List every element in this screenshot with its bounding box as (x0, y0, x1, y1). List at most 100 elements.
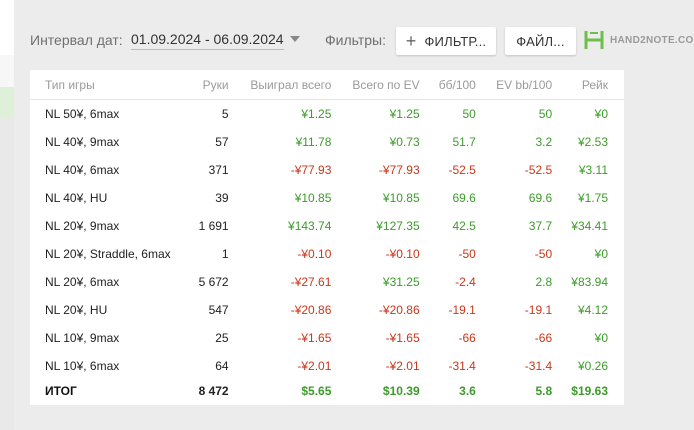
cell-rake: ¥0.26 (577, 359, 608, 373)
file-button[interactable]: ФАЙЛ... (505, 27, 576, 55)
cell-ev: ¥31.25 (382, 275, 420, 289)
cell-ev: -¥20.86 (378, 303, 420, 317)
cell-won: ¥143.74 (288, 219, 332, 233)
hand2note-logo: HAND2NOTE.COM (584, 29, 694, 51)
cell-hands: 57 (215, 135, 229, 149)
filter-button[interactable]: + ФИЛЬТР... (396, 27, 496, 55)
cell-hands: 1 (221, 247, 229, 261)
total-won: $5.65 (301, 384, 332, 398)
cell-rake: ¥34.41 (571, 219, 608, 233)
cell-game-type: NL 20¥, 6max (45, 275, 120, 289)
total-hands: 8 472 (198, 384, 229, 398)
table-row[interactable]: NL 40¥, HU 39 ¥10.85 ¥10.85 69.6 69.6 ¥1.75 (30, 184, 624, 212)
cell-bb100: 42.5 (452, 219, 476, 233)
cell-won: ¥1.25 (301, 107, 332, 121)
date-interval-label: Интервал дат: (30, 32, 123, 48)
cell-ev: ¥1.25 (389, 107, 420, 121)
cell-ev: ¥10.85 (382, 191, 420, 205)
background-strip (0, 55, 14, 430)
table-row[interactable]: NL 20¥, 9max 1 691 ¥143.74 ¥127.35 42.5 37.7 ¥… (30, 212, 624, 240)
total-rake: $19.63 (571, 384, 608, 398)
cell-hands: 39 (215, 191, 229, 205)
cell-ev: ¥0.73 (389, 135, 420, 149)
stats-table-card: Тип игры Руки Выиграл всего Всего по EV … (30, 70, 624, 405)
cell-bb100: -2.4 (455, 275, 476, 289)
cell-game-type: NL 40¥, HU (45, 191, 108, 205)
total-bb100: 3.6 (459, 384, 476, 398)
cell-ev-bb100: 37.7 (528, 219, 553, 233)
table-row[interactable]: NL 20¥, HU 547 -¥20.86 -¥20.86 -19.1 -19.1 ¥4.… (30, 296, 624, 324)
column-header-ev-bb100[interactable]: EV bb/100 (491, 70, 569, 100)
cell-bb100: 69.6 (452, 191, 476, 205)
column-header-bb100[interactable]: бб/100 (435, 70, 492, 100)
file-button-label: ФАЙЛ... (516, 33, 565, 49)
table-row[interactable]: NL 20¥, Straddle, 6max 1 -¥0.10 -¥0.10 -50 -5… (30, 240, 624, 268)
table-row[interactable]: NL 40¥, 6max 371 -¥77.93 -¥77.93 -52.5 -52.5 ¥… (30, 156, 624, 184)
cell-rake: ¥3.11 (578, 163, 608, 177)
cell-hands: 1 691 (198, 219, 229, 233)
cell-rake: ¥83.94 (571, 275, 608, 289)
total-label: ИТОГ (45, 384, 77, 398)
cell-rake: ¥0 (594, 247, 608, 261)
cell-bb100: -31.4 (448, 359, 476, 373)
column-header-rake[interactable]: Рейк (568, 70, 624, 100)
cell-ev-bb100: 50 (538, 107, 553, 121)
table-row[interactable]: NL 10¥, 9max 25 -¥1.65 -¥1.65 -66 -66 ¥0 (30, 324, 624, 352)
cell-game-type: NL 10¥, 9max (45, 331, 120, 345)
cell-game-type: NL 50¥, 6max (45, 107, 120, 121)
cell-hands: 64 (215, 359, 229, 373)
cell-hands: 5 (221, 107, 229, 121)
cell-game-type: NL 20¥, HU (45, 303, 108, 317)
cell-ev-bb100: 2.8 (535, 275, 553, 289)
filter-button-label: ФИЛЬТР... (424, 33, 487, 49)
cell-won: ¥10.85 (294, 191, 332, 205)
toolbar: Интервал дат: 01.09.2024 - 06.09.2024 Фи… (14, 14, 694, 66)
cell-ev-bb100: 3.2 (535, 135, 553, 149)
total-ev: $10.39 (382, 384, 420, 398)
background-strip-light (0, 55, 14, 87)
cell-ev: -¥1.65 (385, 331, 420, 345)
cell-game-type: NL 10¥, 6max (45, 359, 120, 373)
cell-won: -¥77.93 (290, 163, 332, 177)
table-row[interactable]: NL 10¥, 6max 64 -¥2.01 -¥2.01 -31.4 -31.4 ¥0.2… (30, 352, 624, 380)
cell-ev: -¥0.10 (385, 247, 420, 261)
cell-bb100: -66 (458, 331, 476, 345)
column-header-hands[interactable]: Руки (195, 70, 245, 100)
cell-ev-bb100: -66 (534, 331, 553, 345)
filters-label: Фильтры: (325, 32, 386, 48)
column-header-won-total[interactable]: Выиграл всего (244, 70, 348, 100)
cell-won: -¥27.61 (290, 275, 332, 289)
cell-ev-bb100: -50 (534, 247, 553, 261)
table-row[interactable]: NL 40¥, 9max 57 ¥11.78 ¥0.73 51.7 3.2 ¥2.53 (30, 128, 624, 156)
cell-ev: -¥2.01 (385, 359, 420, 373)
cell-game-type: NL 40¥, 6max (45, 163, 120, 177)
cell-won: -¥1.65 (297, 331, 332, 345)
table-row[interactable]: NL 50¥, 6max 5 ¥1.25 ¥1.25 50 50 ¥0 (30, 100, 624, 129)
cell-won: -¥2.01 (297, 359, 332, 373)
cell-rake: ¥0 (594, 331, 608, 345)
total-ev-bb100: 5.8 (535, 384, 553, 398)
chevron-down-icon[interactable] (290, 36, 300, 42)
cell-bb100: 50 (462, 107, 476, 121)
cell-hands: 547 (208, 303, 229, 317)
cell-bb100: -52.5 (448, 163, 476, 177)
cell-hands: 5 672 (198, 275, 229, 289)
cell-rake: ¥1.75 (577, 191, 608, 205)
table-total-row: ИТОГ 8 472 $5.65 $10.39 3.6 5.8 $19.63 (30, 380, 624, 402)
cell-bb100: -50 (458, 247, 476, 261)
cell-ev-bb100: -19.1 (524, 303, 553, 317)
cell-ev-bb100: -52.5 (524, 163, 553, 177)
column-header-ev-total[interactable]: Всего по EV (347, 70, 436, 100)
table-header-row: Тип игры Руки Выиграл всего Всего по EV … (30, 70, 624, 100)
date-range-select[interactable]: 01.09.2024 - 06.09.2024 (131, 31, 284, 50)
cell-rake: ¥0 (594, 107, 608, 121)
cell-won: -¥0.10 (297, 247, 332, 261)
column-header-game-type[interactable]: Тип игры (30, 70, 196, 100)
cell-game-type: NL 40¥, 9max (45, 135, 120, 149)
table-row[interactable]: NL 20¥, 6max 5 672 -¥27.61 ¥31.25 -2.4 2.8 ¥83… (30, 268, 624, 296)
cell-ev: -¥77.93 (378, 163, 420, 177)
cell-bb100: 51.7 (452, 135, 476, 149)
cell-won: ¥11.78 (295, 135, 332, 149)
plus-icon: + (405, 31, 417, 51)
cell-ev-bb100: 69.6 (528, 191, 553, 205)
